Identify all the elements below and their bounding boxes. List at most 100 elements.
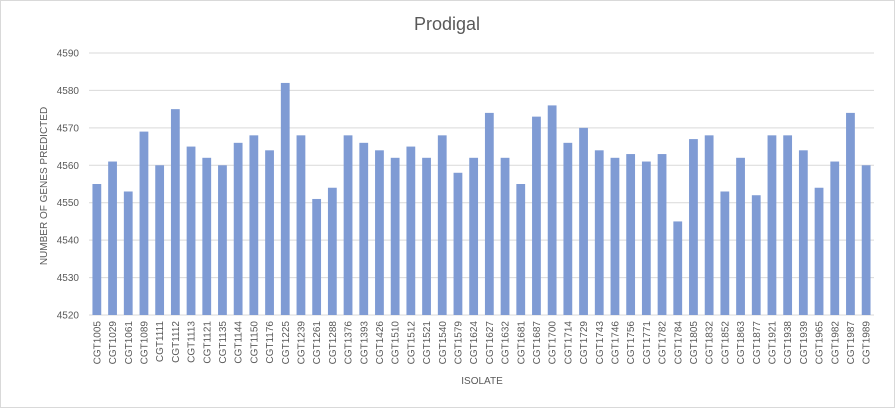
bar-cgt1877 — [751, 195, 761, 315]
bar-cgt1805 — [689, 139, 698, 315]
y-tick-label: 4540 — [57, 236, 80, 247]
x-tick-label: CGT1261 — [312, 321, 323, 365]
x-tick-label: CGT1144 — [234, 321, 245, 364]
x-tick-label: CGT1743 — [595, 321, 606, 365]
bar-cgt1376 — [343, 135, 353, 315]
x-tick-label: CGT1426 — [375, 321, 386, 365]
x-tick-label: CGT1111 — [155, 321, 166, 363]
x-tick-label: CGT1987 — [846, 321, 857, 365]
bar-cgt1989 — [861, 165, 871, 315]
x-tick-label: CGT1540 — [438, 321, 449, 365]
bar-cgt1982 — [830, 161, 840, 315]
bar-cgt1700 — [547, 105, 557, 316]
x-tick-label: CGT1521 — [422, 321, 433, 365]
x-tick-label: CGT1982 — [830, 321, 841, 365]
y-tick-label: 4570 — [57, 123, 80, 134]
bar-cgt1426 — [375, 150, 384, 315]
bar-cgt1965 — [814, 187, 824, 315]
x-tick-label: CGT1005 — [92, 321, 103, 365]
x-tick-label: CGT1687 — [532, 321, 543, 365]
x-tick-label: CGT1393 — [359, 321, 370, 365]
bar-cgt1512 — [406, 146, 416, 315]
bar-cgt1121 — [202, 157, 212, 315]
bar-cgt1681 — [516, 184, 526, 315]
bar-cgt1579 — [453, 172, 463, 315]
x-tick-label: CGT1782 — [658, 321, 669, 365]
y-tick-label: 4580 — [57, 86, 80, 97]
x-tick-label: CGT1863 — [736, 321, 747, 365]
x-tick-label: CGT1512 — [406, 321, 417, 365]
y-tick-label: 4550 — [57, 198, 80, 209]
x-tick-label: CGT1288 — [328, 321, 339, 365]
bar-cgt1746 — [610, 157, 620, 315]
x-tick-label: CGT1627 — [485, 321, 496, 365]
y-axis-ticks: 4520 4530 4540 4550 4560 4570 4580 4590 — [57, 49, 80, 322]
x-tick-label: CGT1681 — [516, 321, 527, 365]
x-tick-label: CGT1877 — [752, 321, 763, 365]
bar-cgt1005 — [92, 184, 102, 315]
bar-cgt1771 — [641, 161, 651, 315]
y-tick-label: 4520 — [57, 311, 80, 322]
bar-cgt1144 — [233, 142, 243, 315]
x-tick-label: CGT1729 — [579, 321, 590, 365]
bar-cgt1939 — [798, 150, 808, 315]
bar-cgt1061 — [123, 191, 133, 315]
x-tick-label: CGT1756 — [626, 321, 637, 365]
y-tick-label: 4530 — [57, 273, 80, 284]
bar-cgt1540 — [437, 135, 447, 315]
bar-cgt1729 — [579, 127, 588, 315]
x-tick-label: CGT1746 — [610, 321, 621, 365]
x-tick-label: CGT1832 — [705, 321, 716, 365]
x-tick-label: CGT1376 — [344, 321, 355, 365]
bar-cgt1756 — [626, 154, 636, 315]
bar-cgt1938 — [783, 135, 793, 315]
x-tick-label: CGT1089 — [139, 321, 150, 365]
bar-cgt1863 — [736, 157, 745, 315]
bar-cgt1150 — [249, 135, 259, 315]
bar-cgt1176 — [265, 150, 274, 315]
x-tick-label: CGT1921 — [767, 321, 778, 365]
y-tick-label: 4590 — [57, 49, 80, 60]
x-tick-label: CGT1989 — [862, 321, 873, 365]
x-tick-label: CGT1121 — [202, 321, 213, 364]
x-tick-label: CGT1771 — [642, 321, 653, 365]
bar-cgt1921 — [767, 135, 777, 315]
x-tick-label: CGT1061 — [124, 321, 135, 365]
x-tick-label: CGT1029 — [108, 321, 119, 365]
x-tick-label: CGT1939 — [799, 321, 810, 365]
x-tick-label: CGT1112 — [171, 321, 182, 363]
x-tick-label: CGT1624 — [469, 321, 480, 365]
y-axis-title: NUMBER OF GENES PREDICTED — [39, 107, 50, 265]
y-tick-label: 4560 — [57, 161, 80, 172]
bar-cgt1687 — [532, 116, 541, 315]
x-axis-title: ISOLATE — [461, 376, 503, 387]
bar-cgt1089 — [139, 131, 149, 315]
bar-cgt1632 — [500, 157, 510, 315]
bar-cgt1624 — [469, 157, 479, 315]
x-tick-label: CGT1852 — [720, 321, 731, 365]
bar-cgt1113 — [186, 146, 196, 315]
bar-cgt1225 — [280, 82, 290, 315]
x-tick-label: CGT1135 — [218, 321, 229, 364]
x-tick-label: CGT1113 — [187, 321, 198, 363]
x-tick-label: CGT1579 — [453, 321, 464, 365]
bar-cgt1111 — [155, 165, 165, 315]
x-tick-label: CGT1150 — [249, 321, 260, 364]
x-tick-label: CGT1239 — [296, 321, 307, 365]
bar-cgt1393 — [359, 142, 369, 315]
x-tick-label: CGT1632 — [501, 321, 512, 365]
bar-cgt1782 — [657, 154, 667, 315]
x-tick-label: CGT1938 — [783, 321, 794, 365]
bar-cgt1521 — [422, 157, 431, 315]
chart-title: Prodigal — [414, 14, 480, 34]
x-tick-label: CGT1805 — [689, 321, 700, 365]
bar-cgt1239 — [296, 135, 306, 315]
x-tick-label: CGT1965 — [815, 321, 826, 365]
x-tick-label: CGT1225 — [281, 321, 292, 365]
bar-cgt1510 — [390, 157, 400, 315]
bar-cgt1987 — [846, 112, 855, 315]
bar-cgt1029 — [108, 161, 117, 315]
bar-cgt1627 — [484, 112, 494, 315]
